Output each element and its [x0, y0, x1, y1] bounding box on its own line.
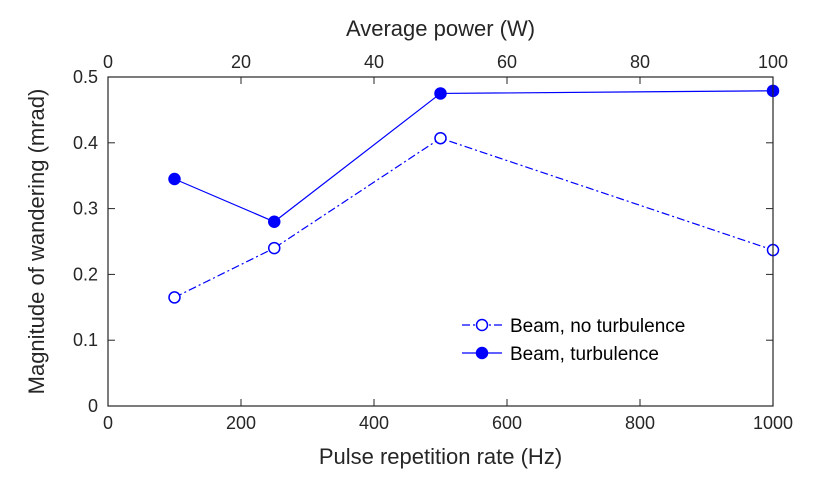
y-axis-label: Magnitude of wandering (mrad) [24, 89, 49, 395]
legend-label-turbulence: Beam, turbulence [510, 344, 659, 365]
x2-tick-label: 20 [231, 52, 251, 72]
x-tick-label: 0 [103, 413, 113, 433]
legend: Beam, no turbulence Beam, turbulence [450, 306, 750, 374]
x-tick-label: 200 [226, 413, 256, 433]
x-tick-label: 400 [359, 413, 389, 433]
y-tick-label: 0.1 [73, 330, 98, 350]
data-point-series-0 [434, 131, 447, 145]
legend-box [450, 306, 750, 374]
data-point-series-0 [268, 241, 281, 255]
x2-tick-label: 80 [630, 52, 650, 72]
data-point-series-1 [434, 87, 447, 100]
legend-marker-turbulence [475, 346, 489, 360]
legend-label-no-turbulence: Beam, no turbulence [510, 316, 685, 337]
x2-tick-label: 40 [364, 52, 384, 72]
plot-frame [107, 76, 774, 407]
x2-axis-label: Average power (W) [346, 16, 535, 41]
x-axis-label: Pulse repetition rate (Hz) [319, 444, 562, 469]
x-tick-label: 1000 [753, 413, 793, 433]
y-tick-label: 0.3 [73, 199, 98, 219]
y-tick-label: 0 [88, 396, 98, 416]
y-tick-label: 0.4 [73, 133, 98, 153]
series-line-1 [174, 90, 774, 223]
x2-tick-label: 60 [497, 52, 517, 72]
x-tick-label: 800 [625, 413, 655, 433]
x2-tick-label: 100 [758, 52, 788, 72]
data-point-series-1 [268, 215, 281, 229]
legend-marker-no-turbulence [475, 318, 489, 332]
series-line-0 [174, 137, 774, 298]
x-tick-label: 600 [492, 413, 522, 433]
x2-tick-label: 0 [103, 52, 113, 72]
y-tick-label: 0.2 [73, 264, 98, 284]
y-tick-label: 0.5 [73, 67, 98, 87]
data-point-series-1 [168, 172, 181, 186]
data-point-series-0 [168, 291, 181, 304]
